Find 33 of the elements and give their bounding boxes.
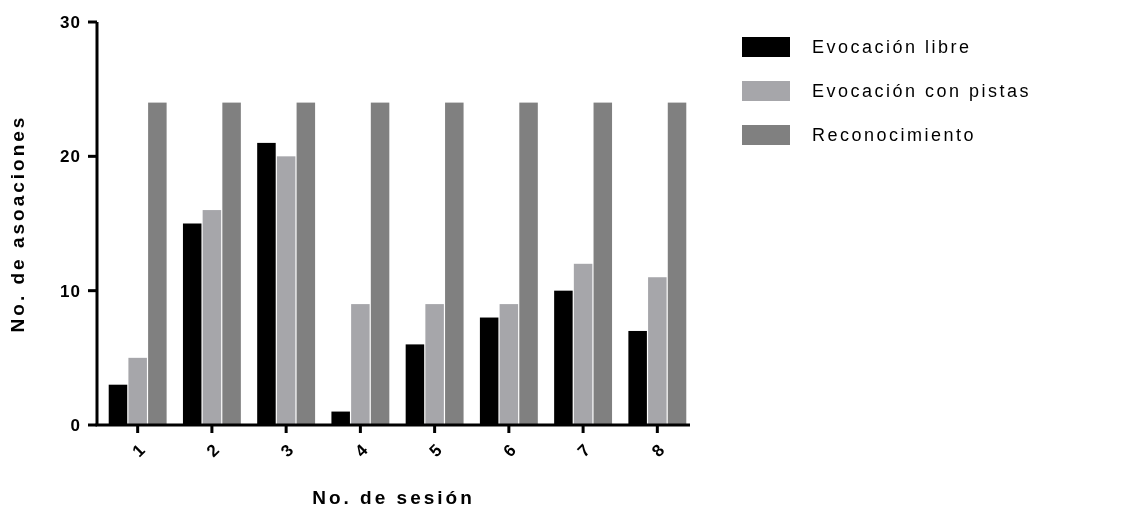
bar [445, 102, 464, 425]
legend-label: Evocación libre [812, 37, 972, 58]
legend-label: Reconocimiento [812, 125, 977, 146]
bar [573, 263, 593, 425]
bar [667, 102, 687, 425]
bar [648, 277, 667, 425]
y-tick-label: 30 [60, 12, 81, 32]
bar [593, 102, 613, 425]
bar [296, 102, 316, 425]
x-tick-label: 7 [574, 440, 595, 461]
bar [128, 357, 147, 425]
bar [425, 304, 444, 425]
x-axis-title: No. de sesión [312, 487, 475, 508]
y-tick-label: 0 [70, 415, 81, 435]
bar [222, 102, 241, 425]
bar [202, 210, 222, 425]
bar [276, 156, 296, 425]
bar [370, 102, 390, 425]
y-tick-label: 10 [60, 281, 81, 301]
bar [148, 102, 167, 425]
x-tick-label: 6 [499, 440, 520, 461]
bar [351, 304, 370, 425]
x-tick-label: 8 [648, 440, 669, 461]
bar [499, 304, 519, 425]
bar [519, 102, 538, 425]
y-axis-title: No. de asoaciones [7, 114, 28, 333]
legend-label: Evocación con pistas [812, 81, 1032, 102]
x-tick-label: 4 [351, 440, 372, 461]
x-tick-label: 3 [277, 440, 298, 461]
x-tick-label: 2 [202, 440, 223, 461]
x-tick-label: 1 [128, 440, 149, 461]
y-tick-label: 20 [60, 147, 81, 167]
x-tick-label: 5 [425, 440, 446, 461]
